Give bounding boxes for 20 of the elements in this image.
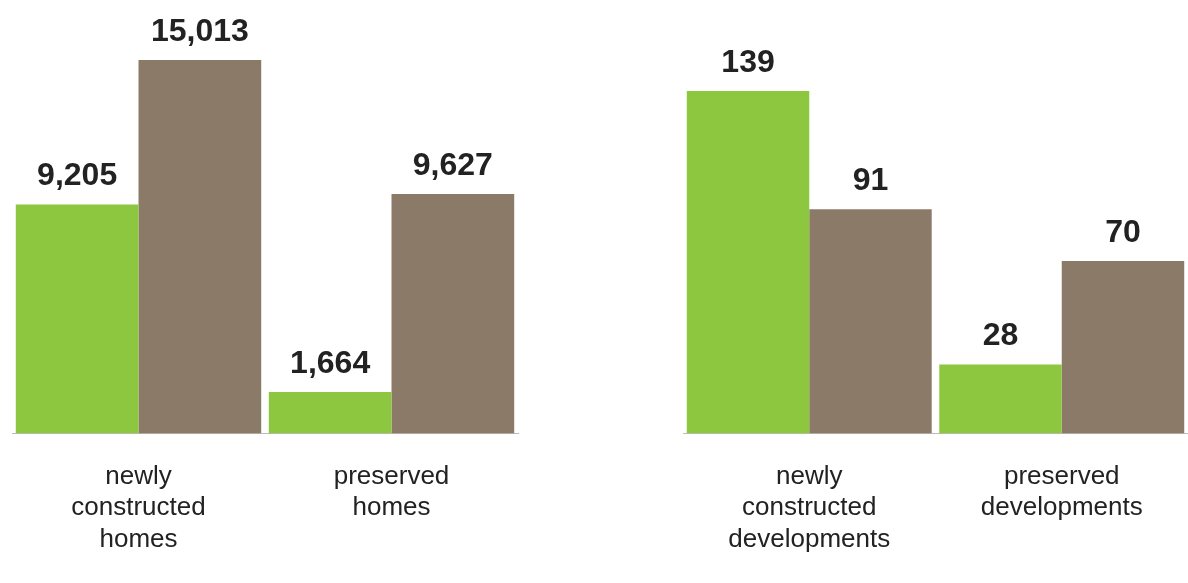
bar [686,91,810,434]
x-tick-label: preserved developments [980,460,1143,522]
bar [15,204,139,434]
data-label: 9,205 [37,156,118,193]
data-label: 28 [982,316,1019,353]
data-label: 91 [852,161,889,198]
x-tick-label: newly constructed developments [728,460,891,553]
data-label: 70 [1105,212,1141,249]
bar [138,60,262,434]
bar [268,392,392,434]
bar [391,193,515,434]
bar [809,209,932,434]
x-tick-label: newly constructed homes [71,460,206,553]
data-label: 15,013 [150,11,249,48]
data-label: 9,627 [412,145,493,182]
data-label: 1,664 [290,343,371,380]
bar [1061,260,1185,434]
x-tick-label: preserved homes [333,460,450,522]
bar [939,364,1062,434]
data-label: 139 [721,42,775,79]
